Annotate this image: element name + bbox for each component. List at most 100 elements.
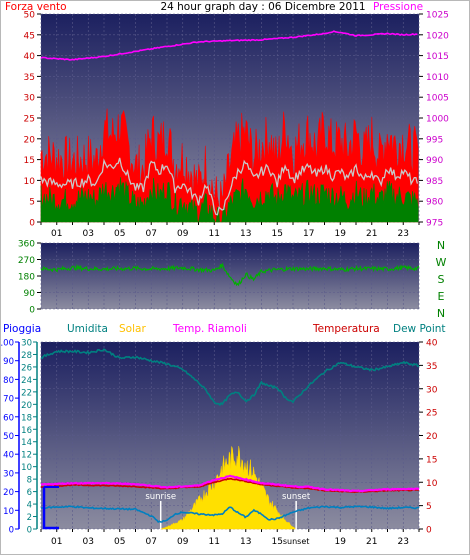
rain-tick-label: 50 bbox=[3, 432, 14, 442]
humidity-tick-label: 0 bbox=[27, 526, 32, 536]
wind-tick-label: 35 bbox=[24, 73, 35, 83]
hour-tick-label: 11 bbox=[209, 229, 220, 239]
humidity-tick-label: 2 bbox=[27, 513, 32, 523]
hour-tick-label: 01 bbox=[51, 537, 62, 547]
compass-label: W bbox=[436, 256, 447, 269]
dew-point-line bbox=[40, 505, 419, 524]
humidity-legend-label: Umidita bbox=[67, 323, 108, 335]
rain-tick-label: 20 bbox=[3, 488, 14, 498]
bottom-hour-ticks: 01 03 05 07 09 11 13 15 19 21 23 sunset bbox=[40, 529, 420, 547]
direction-tick-label: 90 bbox=[24, 289, 36, 299]
compass-label: N bbox=[437, 239, 445, 252]
humidity-tick-label: 6 bbox=[27, 488, 32, 498]
direction-tick-label: 360 bbox=[18, 240, 35, 250]
temperature-tick-label: 15 bbox=[426, 455, 437, 465]
rain-axis-ticks: 0 10 20 30 40 50 60 70 80 90 100 bbox=[0, 339, 20, 536]
hour-tick-label: 23 bbox=[398, 537, 409, 547]
humidity-tick-label: 26 bbox=[21, 363, 32, 373]
wind-tick-label: 0 bbox=[29, 219, 35, 229]
top-hour-ticks: 01 03 05 07 09 11 13 15 17 19 21 23 bbox=[40, 222, 420, 239]
hour-tick-label: 07 bbox=[146, 537, 157, 547]
solar-legend-label: Solar bbox=[119, 323, 146, 335]
wind-axis-title: Forza vento bbox=[5, 1, 67, 13]
pressure-tick-label: 975 bbox=[426, 219, 443, 229]
hour-tick-label: 19 bbox=[335, 537, 347, 547]
wind-direction-grid bbox=[40, 242, 420, 310]
riamoli-temperature-line bbox=[40, 474, 420, 493]
hour-tick-label: 09 bbox=[177, 537, 189, 547]
rain-tick-label: 40 bbox=[3, 451, 14, 461]
hour-tick-label: 13 bbox=[240, 229, 251, 239]
wind-tick-label: 10 bbox=[24, 177, 36, 187]
rain-tick-label: 70 bbox=[3, 395, 14, 405]
humidity-tick-label: 10 bbox=[21, 463, 32, 473]
compass-label: E bbox=[438, 290, 445, 303]
rain-tick-label: 90 bbox=[3, 357, 14, 367]
pressure-tick-label: 1005 bbox=[426, 94, 449, 104]
humidity-tick-label: 30 bbox=[21, 339, 32, 349]
hour-tick-label: 03 bbox=[83, 229, 94, 239]
dew-point-legend-label: Dew Point bbox=[393, 323, 446, 335]
rain-line bbox=[42, 487, 59, 530]
wind-tick-label: 25 bbox=[24, 115, 35, 125]
hour-tick-label: 15 bbox=[272, 537, 283, 547]
hour-tick-label: 13 bbox=[240, 537, 251, 547]
hour-tick-label: 15 bbox=[272, 229, 283, 239]
humidity-tick-label: 4 bbox=[27, 501, 32, 511]
pressure-axis-ticks: 975 980 985 990 995 1000 1005 1010 1015 1020 1025 bbox=[419, 11, 449, 229]
wind-direction-line bbox=[40, 262, 420, 287]
wind-tick-label: 45 bbox=[24, 31, 35, 41]
wind-tick-label: 50 bbox=[24, 11, 36, 21]
humidity-tick-label: 24 bbox=[21, 376, 32, 386]
hour-tick-label: 01 bbox=[51, 229, 62, 239]
rain-tick-label: 80 bbox=[3, 376, 14, 386]
hour-tick-label: 11 bbox=[209, 537, 220, 547]
temperature-series: sunrise sunset bbox=[40, 348, 420, 530]
hour-tick-label: 21 bbox=[366, 229, 377, 239]
hour-tick-label: 05 bbox=[114, 537, 125, 547]
temperature-tick-label: 20 bbox=[426, 432, 438, 442]
compass-label: S bbox=[438, 273, 445, 286]
humidity-tick-label: 28 bbox=[21, 351, 32, 361]
wind-pressure-series bbox=[40, 30, 419, 223]
humidity-tick-label: 16 bbox=[21, 426, 32, 436]
pressure-tick-label: 1020 bbox=[426, 31, 449, 41]
rain-tick-label: 100 bbox=[1, 339, 14, 349]
hour-tick-label: 09 bbox=[177, 229, 189, 239]
rain-legend-label: Pioggia bbox=[3, 323, 41, 335]
humidity-tick-label: 18 bbox=[21, 413, 32, 423]
hour-tick-label: 17 bbox=[303, 229, 314, 239]
pressure-tick-label: 995 bbox=[426, 135, 443, 145]
direction-tick-label: 270 bbox=[18, 256, 35, 266]
hour-tick-label: 07 bbox=[146, 229, 157, 239]
temperature-tick-label: 30 bbox=[426, 385, 438, 395]
sunset-label: sunset bbox=[282, 492, 311, 502]
wind-tick-label: 40 bbox=[24, 52, 36, 62]
pressure-tick-label: 1015 bbox=[426, 52, 449, 62]
pressure-tick-label: 1010 bbox=[426, 73, 449, 83]
chart-title: 24 hour graph day : 06 Dicembre 2011 bbox=[160, 1, 365, 13]
hour-tick-label: 19 bbox=[335, 229, 347, 239]
pressure-tick-label: 990 bbox=[426, 156, 443, 166]
wind-direction-series bbox=[40, 262, 420, 287]
rain-tick-label: 60 bbox=[3, 413, 14, 423]
humidity-line bbox=[40, 348, 420, 407]
pressure-tick-label: 985 bbox=[426, 177, 443, 187]
humidity-tick-label: 20 bbox=[21, 401, 32, 411]
compass-label: N bbox=[437, 307, 445, 320]
solar-area bbox=[160, 445, 296, 530]
sunset-axis-label: sunset bbox=[283, 537, 310, 546]
pressure-axis-title: Pressione bbox=[373, 1, 423, 13]
temperature-tick-label: 0 bbox=[426, 526, 432, 536]
wind-axis-ticks: 0 5 10 15 20 25 30 35 40 45 50 bbox=[24, 11, 41, 229]
humidity-tick-label: 8 bbox=[27, 476, 32, 486]
wind-tick-label: 15 bbox=[24, 156, 35, 166]
temperature-tick-label: 35 bbox=[426, 362, 437, 372]
direction-tick-label: 0 bbox=[29, 306, 35, 316]
temperature-tick-label: 10 bbox=[426, 479, 438, 489]
riamoli-legend-label: Temp. Riamoli bbox=[172, 323, 247, 335]
wind-gust-area bbox=[40, 177, 419, 223]
hour-tick-label: 05 bbox=[114, 229, 125, 239]
